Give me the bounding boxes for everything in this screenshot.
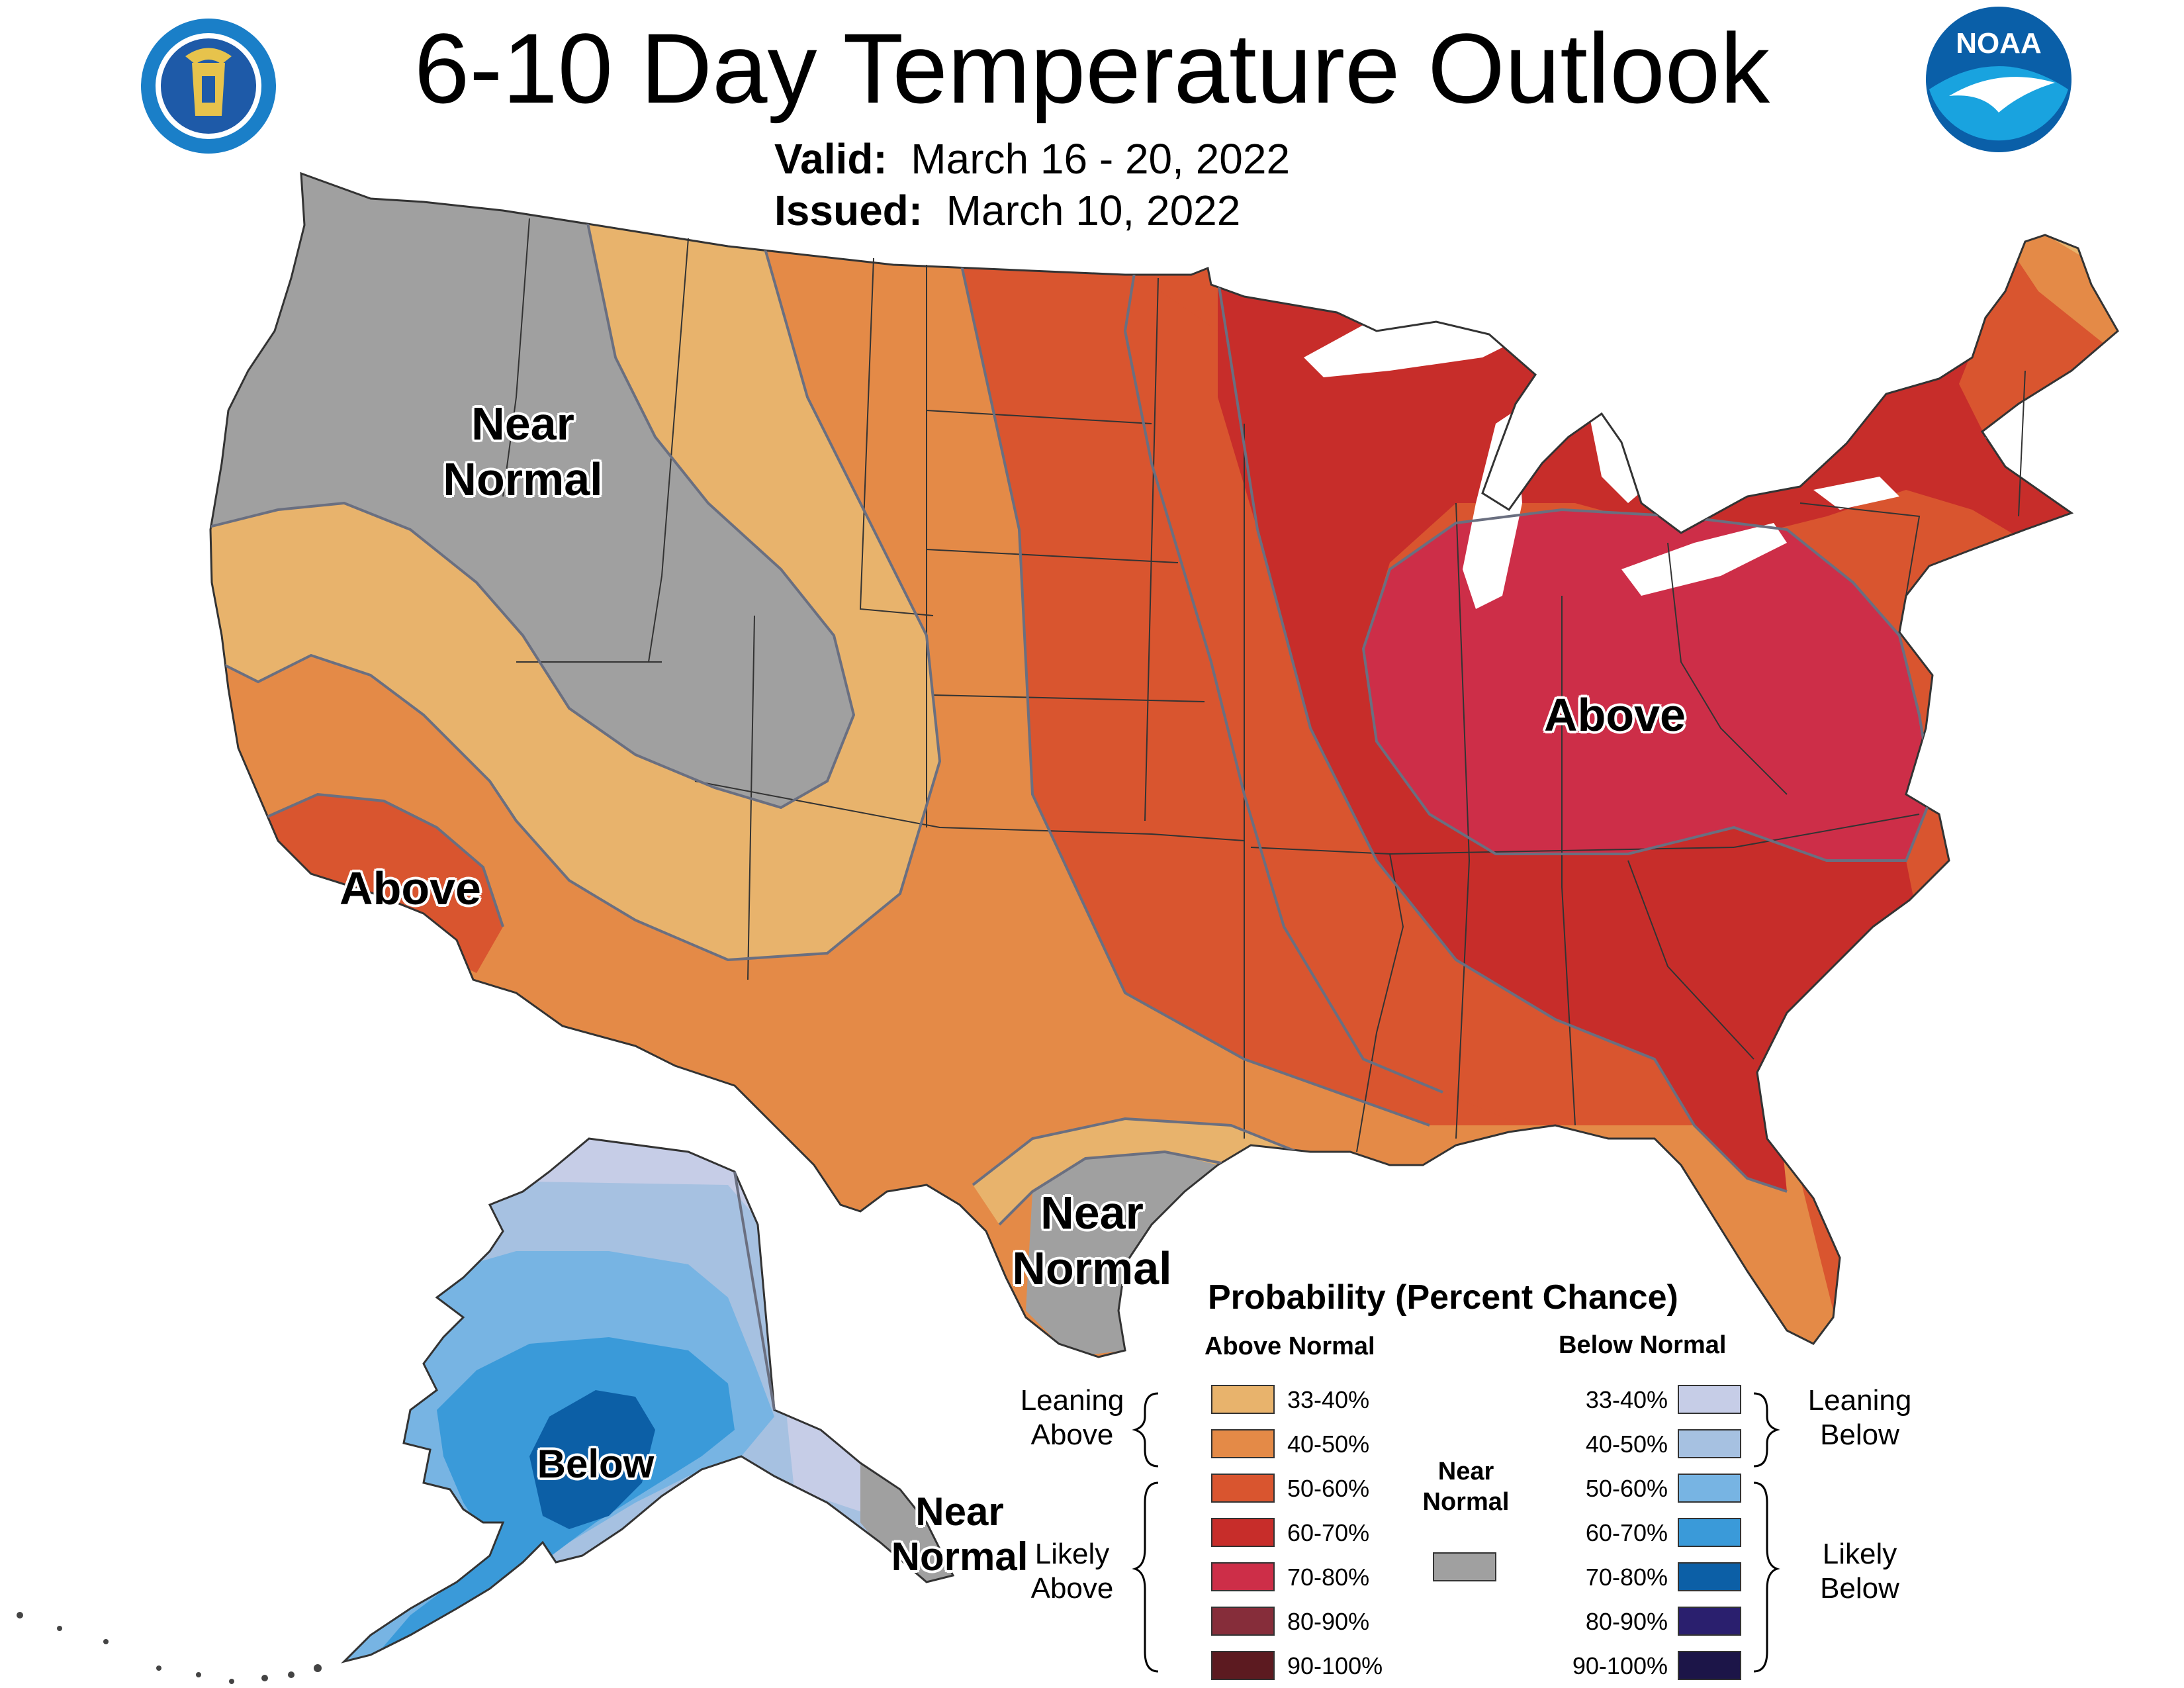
legend-above-swatch: [1211, 1607, 1275, 1636]
lake-ontario: [1813, 477, 1899, 510]
noaa-logo-text: NOAA: [1956, 27, 2042, 60]
label-tx-near-normal-line2: Normal: [1012, 1243, 1172, 1294]
label-ak-below: Below: [537, 1442, 655, 1486]
legend-below-label: 80-90%: [1585, 1608, 1668, 1635]
valid-dates: Valid: March 16 - 20, 2022: [774, 132, 1290, 185]
legend-above-label: 90-100%: [1287, 1652, 1383, 1679]
label-nw-near-normal-line1: Near: [471, 398, 574, 449]
label-ca-above: Above: [340, 863, 481, 914]
legend-above-label: 70-80%: [1287, 1564, 1370, 1591]
label-ak-near-normal-line2: Normal: [891, 1534, 1028, 1579]
issued-value: March 10, 2022: [946, 187, 1241, 234]
legend-above-swatch: [1211, 1385, 1275, 1414]
conus-boundaries: [209, 171, 2119, 1358]
zone-plains-50-60: [979, 173, 1787, 1125]
legend-below-swatch: [1678, 1518, 1741, 1547]
legend-likely-below: Likely Below: [1794, 1537, 1926, 1606]
alaska-shading: [344, 1139, 953, 1662]
zone-near-normal-northwest: [210, 173, 854, 808]
legend-below-swatch: [1678, 1651, 1741, 1680]
label-tx-near-normal: Near Normal: [966, 1185, 1218, 1296]
zone-likely-above-70-80: [1363, 510, 1933, 861]
legend: Probability (Percent Chance) Above Norma…: [993, 1251, 2118, 1688]
noaa-logo-icon: NOAA: [1926, 7, 2071, 152]
zone-likely-above-60-70: [1218, 278, 2118, 1192]
alaska-outline: [341, 1137, 955, 1664]
legend-above-swatch: [1211, 1518, 1275, 1547]
legend-below-swatch: [1678, 1562, 1741, 1591]
ak-zone-near-normal: [860, 1456, 953, 1602]
zone-texas-33-40: [973, 1119, 1324, 1225]
legend-above-swatch: [1211, 1562, 1275, 1591]
legend-likely-above: Likely Above: [1019, 1537, 1125, 1606]
legend-leaning-above: Leaning Above: [1019, 1383, 1125, 1452]
legend-leaning-above-line1: Leaning: [1020, 1384, 1124, 1417]
legend-below-swatch: [1678, 1429, 1741, 1458]
issued-date: Issued: March 10, 2022: [774, 184, 1240, 237]
legend-below-swatch: [1678, 1607, 1741, 1636]
label-tx-near-normal-line1: Near: [1040, 1187, 1144, 1239]
legend-above-header: Above Normal: [1205, 1333, 1375, 1360]
ak-zone-70-80: [529, 1390, 655, 1529]
legend-leaning-below-line2: Below: [1820, 1419, 1899, 1451]
legend-likely-below-line1: Likely: [1822, 1538, 1897, 1570]
legend-braces: [1132, 1392, 1780, 1673]
lake-erie: [1621, 523, 1787, 596]
legend-above-label: 60-70%: [1287, 1519, 1370, 1546]
label-nw-near-normal: Near Normal: [397, 396, 649, 507]
label-east-above: Above: [1544, 689, 1686, 741]
legend-below-label: 40-50%: [1585, 1430, 1668, 1458]
label-ak-near-normal: Near Normal: [860, 1489, 1059, 1579]
commerce-seal-icon: [141, 19, 276, 154]
legend-below-swatch: [1678, 1385, 1741, 1414]
legend-below-header: Below Normal: [1559, 1331, 1727, 1359]
legend-below-label: 50-60%: [1585, 1475, 1668, 1502]
legend-above-label: 40-50%: [1287, 1430, 1370, 1458]
zone-leaning-above-33-40: [210, 173, 940, 960]
valid-value: March 16 - 20, 2022: [911, 135, 1291, 183]
legend-below-label: 70-80%: [1585, 1564, 1668, 1591]
legend-above-swatch: [1211, 1651, 1275, 1680]
legend-near-normal-line1: Near: [1437, 1458, 1494, 1485]
legend-near-normal-header: Near Normal: [1416, 1456, 1516, 1517]
legend-near-normal-line2: Normal: [1422, 1488, 1510, 1516]
label-nw-near-normal-line2: Normal: [443, 453, 603, 505]
zone-new-england-50-60: [1952, 173, 2118, 477]
legend-leaning-below-line1: Leaning: [1807, 1384, 1912, 1417]
legend-likely-above-line2: Above: [1030, 1572, 1114, 1605]
legend-above-label: 50-60%: [1287, 1475, 1370, 1502]
legend-leaning-below: Leaning Below: [1794, 1383, 1926, 1452]
aleutian-islands: [17, 1612, 322, 1684]
legend-likely-below-line2: Below: [1820, 1572, 1899, 1605]
legend-likely-above-line1: Likely: [1034, 1538, 1110, 1570]
legend-above-swatch: [1211, 1474, 1275, 1503]
issued-label: Issued:: [774, 187, 923, 234]
legend-above-swatch: [1211, 1429, 1275, 1458]
legend-below-label: 33-40%: [1585, 1386, 1668, 1413]
legend-title: Probability (Percent Chance): [1208, 1278, 1678, 1317]
page-title: 6-10 Day Temperature Outlook: [414, 13, 1770, 124]
legend-above-label: 80-90%: [1287, 1608, 1370, 1635]
legend-near-normal-swatch: [1433, 1552, 1496, 1581]
legend-above-label: 33-40%: [1287, 1386, 1370, 1413]
legend-leaning-above-line2: Above: [1030, 1419, 1114, 1451]
legend-below-swatch: [1678, 1474, 1741, 1503]
label-ak-near-normal-line1: Near: [915, 1489, 1004, 1534]
legend-below-label: 90-100%: [1572, 1652, 1668, 1679]
legend-below-label: 60-70%: [1585, 1519, 1668, 1546]
valid-label: Valid:: [774, 135, 887, 183]
